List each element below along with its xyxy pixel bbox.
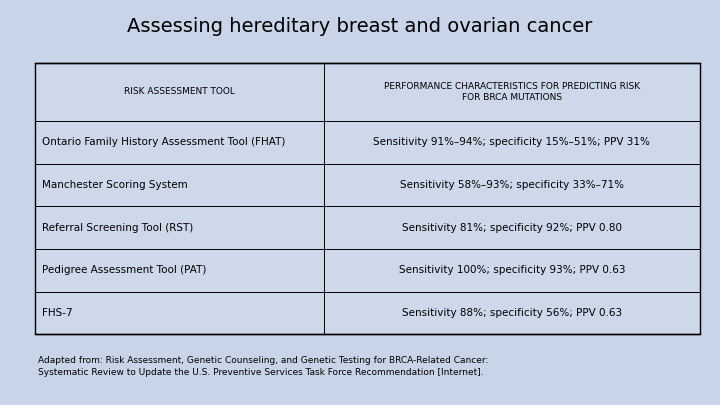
- Text: Assessing hereditary breast and ovarian cancer: Assessing hereditary breast and ovarian …: [127, 17, 593, 36]
- Text: Sensitivity 58%–93%; specificity 33%–71%: Sensitivity 58%–93%; specificity 33%–71%: [400, 180, 624, 190]
- Text: Sensitivity 88%; specificity 56%; PPV 0.63: Sensitivity 88%; specificity 56%; PPV 0.…: [402, 308, 622, 318]
- Text: Sensitivity 100%; specificity 93%; PPV 0.63: Sensitivity 100%; specificity 93%; PPV 0…: [399, 265, 625, 275]
- Text: Sensitivity 91%–94%; specificity 15%–51%; PPV 31%: Sensitivity 91%–94%; specificity 15%–51%…: [374, 137, 650, 147]
- Text: RISK ASSESSMENT TOOL: RISK ASSESSMENT TOOL: [124, 87, 235, 96]
- Text: Ontario Family History Assessment Tool (FHAT): Ontario Family History Assessment Tool (…: [42, 137, 285, 147]
- Text: FHS-7: FHS-7: [42, 308, 73, 318]
- Text: Sensitivity 81%; specificity 92%; PPV 0.80: Sensitivity 81%; specificity 92%; PPV 0.…: [402, 223, 622, 232]
- Text: Pedigree Assessment Tool (PAT): Pedigree Assessment Tool (PAT): [42, 265, 206, 275]
- Text: Adapted from: Risk Assessment, Genetic Counseling, and Genetic Testing for BRCA-: Adapted from: Risk Assessment, Genetic C…: [38, 356, 489, 377]
- Text: Referral Screening Tool (RST): Referral Screening Tool (RST): [42, 223, 193, 232]
- Text: PERFORMANCE CHARACTERISTICS FOR PREDICTING RISK
FOR BRCA MUTATIONS: PERFORMANCE CHARACTERISTICS FOR PREDICTI…: [384, 81, 640, 102]
- Text: Manchester Scoring System: Manchester Scoring System: [42, 180, 187, 190]
